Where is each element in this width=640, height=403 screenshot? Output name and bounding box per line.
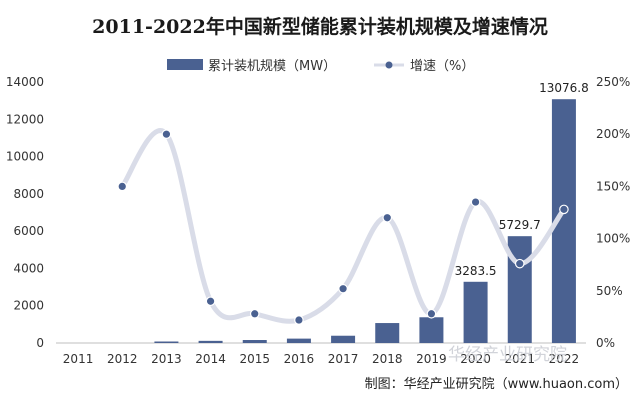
- x-tick-label: 2014: [195, 352, 226, 366]
- y-right-tick-label: 200%: [596, 127, 630, 141]
- growth-point: [514, 258, 525, 269]
- growth-point: [338, 283, 348, 294]
- axes: 0 2000 4000 6000 8000 10000 12000 14000 0% 50% 100…: [6, 75, 631, 366]
- bar: [198, 340, 223, 343]
- bar: [331, 335, 356, 343]
- x-tick-label: 2016: [284, 352, 315, 366]
- y-left-tick-label: 8000: [13, 187, 44, 201]
- growth-point: [294, 315, 304, 325]
- bar: [375, 323, 400, 343]
- growth-point: [205, 296, 216, 307]
- growth-point: [117, 181, 128, 192]
- y-left-tick-label: 2000: [13, 299, 44, 313]
- bar: [154, 341, 179, 343]
- x-tick-label: 2022: [549, 352, 580, 366]
- x-tick-label: 2015: [239, 352, 270, 366]
- chart-title: 2011-2022年中国新型储能累计装机规模及增速情况: [92, 15, 548, 38]
- bar-value-label: 5729.7: [499, 218, 541, 232]
- watermark: 华经产业研究院: [448, 345, 567, 365]
- x-tick-label: 2021: [504, 352, 535, 366]
- y-right-tick-label: 150%: [596, 179, 630, 193]
- legend-swatch-marker: [385, 61, 393, 69]
- y-left-tick-label: 12000: [6, 112, 44, 126]
- source-note: 制图：华经产业研究院（www.huaon.com）: [365, 377, 628, 392]
- y-right-tick-label: 0%: [596, 336, 615, 350]
- bar-value-label: 3283.5: [455, 264, 497, 278]
- growth-point: [559, 204, 569, 215]
- y-left-tick-label: 6000: [13, 224, 44, 238]
- line-series: [117, 128, 569, 325]
- y-left-tick-label: 4000: [13, 261, 44, 275]
- bar: [242, 340, 267, 343]
- legend-swatch-bar: [167, 59, 203, 70]
- growth-point: [161, 129, 172, 139]
- bar-value-label: 13076.8: [539, 81, 589, 95]
- x-tick-label: 2018: [372, 352, 403, 366]
- data-labels: 3283.5 5729.7 13076.8: [455, 81, 589, 278]
- growth-point: [249, 308, 260, 319]
- growth-point: [426, 308, 437, 319]
- y-right-tick-label: 250%: [596, 75, 630, 89]
- x-tick-label: 2017: [328, 352, 359, 366]
- x-tick-label: 2012: [107, 352, 138, 366]
- legend-label-line: 增速（%）: [410, 59, 474, 74]
- legend: 累计装机规模（MW） 增速（%）: [167, 59, 474, 74]
- x-tick-label: 2019: [416, 352, 447, 366]
- x-tick-label: 2020: [460, 352, 491, 366]
- y-left-tick-label: 0: [36, 336, 44, 350]
- y-left-tick-label: 10000: [6, 150, 44, 164]
- bar: [463, 281, 488, 343]
- y-right-tick-label: 100%: [596, 232, 630, 246]
- legend-label-bar: 累计装机规模（MW）: [208, 59, 336, 74]
- y-right-tick-label: 50%: [596, 284, 623, 298]
- bar: [419, 317, 444, 343]
- growth-point: [382, 212, 393, 223]
- y-left-tick-label: 14000: [6, 75, 44, 89]
- x-tick-label: 2013: [151, 352, 182, 366]
- growth-line: [119, 128, 567, 324]
- growth-point: [470, 197, 481, 207]
- x-tick-label: 2011: [63, 352, 94, 366]
- bar: [286, 338, 311, 343]
